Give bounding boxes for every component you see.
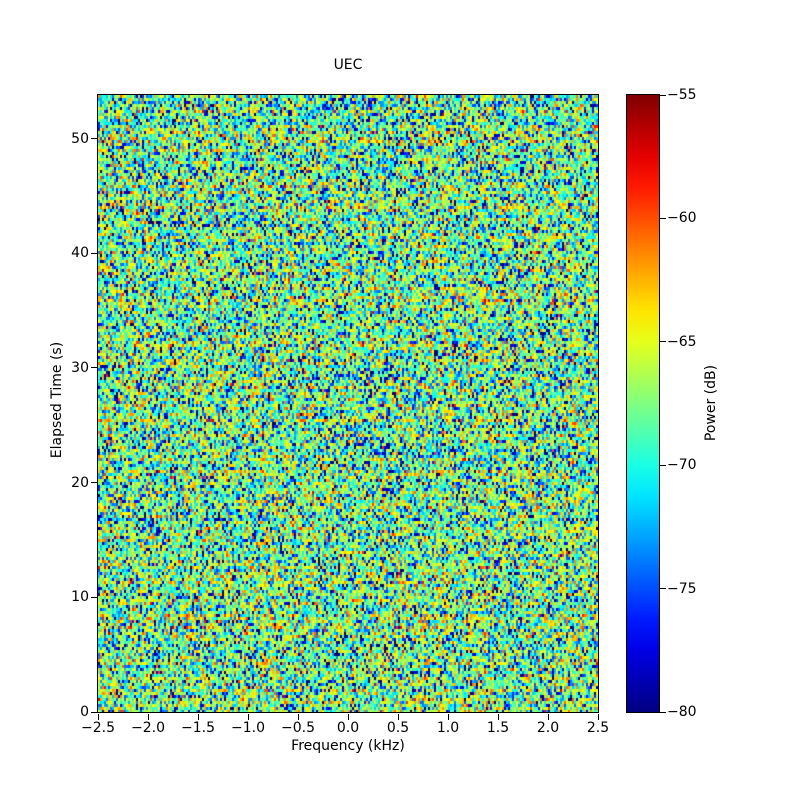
colorbar-tick-label: −80 bbox=[667, 704, 697, 720]
plot-title: UEC bbox=[333, 57, 363, 73]
colorbar-tick-label: −65 bbox=[667, 333, 697, 350]
y-axis-label: Elapsed Time (s) bbox=[49, 341, 65, 459]
x-tick-label: −2.0 bbox=[131, 720, 165, 736]
y-tick-label: 20 bbox=[71, 474, 89, 491]
x-tick-mark bbox=[97, 714, 99, 720]
x-tick-mark bbox=[247, 714, 249, 720]
x-tick-mark bbox=[547, 714, 549, 720]
colorbar-tick-label: −55 bbox=[667, 87, 697, 103]
colorbar-tick-label: −70 bbox=[667, 457, 697, 474]
y-tick-mark bbox=[91, 367, 97, 369]
colorbar-label: Power (dB) bbox=[703, 364, 719, 442]
colorbar bbox=[626, 94, 660, 713]
x-tick-mark bbox=[397, 714, 399, 720]
y-tick-label: 10 bbox=[71, 589, 89, 606]
x-tick-label: 0.5 bbox=[386, 720, 410, 736]
x-tick-label: 2.5 bbox=[586, 720, 610, 736]
y-tick-label: 50 bbox=[71, 130, 89, 147]
x-tick-label: 1.0 bbox=[436, 720, 460, 736]
x-tick-mark bbox=[147, 714, 149, 720]
y-tick-mark bbox=[91, 252, 97, 254]
spectrogram-heatmap bbox=[98, 95, 598, 712]
colorbar-tick-mark bbox=[660, 711, 666, 713]
x-tick-label: −1.0 bbox=[231, 720, 265, 736]
y-tick-mark bbox=[91, 711, 97, 713]
x-tick-mark bbox=[297, 714, 299, 720]
colorbar-tick-mark bbox=[660, 94, 666, 96]
x-tick-mark bbox=[447, 714, 449, 720]
x-axis-label: Frequency (kHz) bbox=[291, 738, 405, 754]
x-tick-label: −0.5 bbox=[281, 720, 315, 736]
y-tick-mark bbox=[91, 596, 97, 598]
y-tick-label: 30 bbox=[71, 359, 89, 376]
y-tick-label: 0 bbox=[80, 704, 89, 720]
x-tick-mark bbox=[197, 714, 199, 720]
colorbar-tick-mark bbox=[660, 341, 666, 343]
colorbar-tick-label: −60 bbox=[667, 210, 697, 227]
y-tick-mark bbox=[91, 482, 97, 484]
x-tick-mark bbox=[597, 714, 599, 720]
x-tick-label: −2.5 bbox=[81, 720, 115, 736]
y-tick-mark bbox=[91, 138, 97, 140]
colorbar-tick-mark bbox=[660, 217, 666, 219]
plot-area-frame bbox=[97, 94, 599, 713]
x-tick-mark bbox=[347, 714, 349, 720]
x-tick-label: 2.0 bbox=[536, 720, 560, 736]
colorbar-tick-mark bbox=[660, 588, 666, 590]
y-tick-label: 40 bbox=[71, 245, 89, 262]
colorbar-tick-label: −75 bbox=[667, 580, 697, 597]
colorbar-tick-mark bbox=[660, 464, 666, 466]
x-tick-label: 1.5 bbox=[486, 720, 510, 736]
x-tick-label: −1.5 bbox=[181, 720, 215, 736]
x-tick-mark bbox=[497, 714, 499, 720]
x-tick-label: 0.0 bbox=[336, 720, 360, 736]
